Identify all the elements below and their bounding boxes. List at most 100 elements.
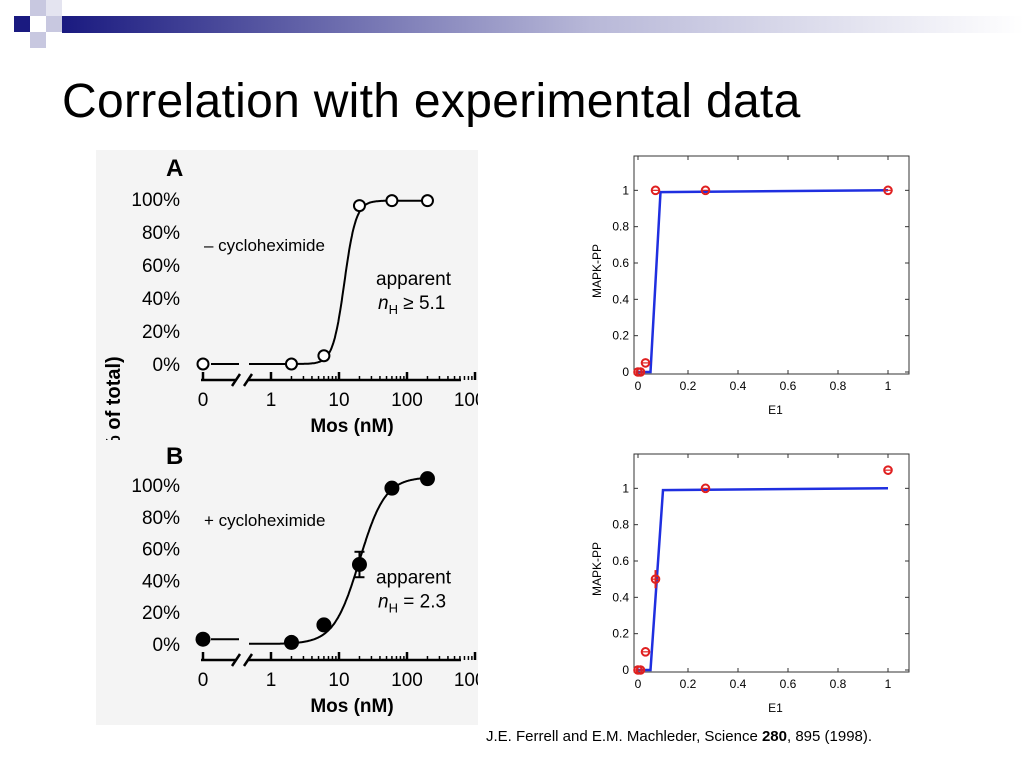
y-tick-label: 1	[622, 183, 629, 197]
data-point	[700, 483, 711, 494]
plot-frame	[633, 453, 910, 673]
hill-relation: ≥ 5.1	[398, 293, 445, 314]
x-tick-label: 100	[391, 670, 423, 691]
y-tick-label: 0.2	[612, 329, 629, 343]
panel-b-chart: B 0% 20% 40% 60% 80% 100% 0 1 10 100 1000 Mos (nM) + …	[96, 440, 478, 725]
y-tick-label: 40%	[142, 289, 180, 310]
y-tick-label: 80%	[142, 223, 180, 244]
y-tick-label: 0	[622, 365, 629, 379]
y-axis-label: MAPK-PP	[590, 542, 604, 596]
panel-a-chart: A MAPK-P (% of total) 0% 20% 40% 60% 80% 100% 0 1…	[96, 150, 478, 440]
data-point	[650, 574, 661, 584]
x-tick-label: 1	[885, 677, 892, 691]
x-axis-label: Mos (nM)	[310, 696, 393, 717]
y-axis-label: MAPK-PP	[590, 244, 604, 298]
x-tick-label: 0	[198, 670, 209, 691]
x-tick-label: 0.2	[680, 677, 697, 691]
x-tick-label: 1000	[454, 670, 478, 691]
x-tick-label: 0.6	[780, 379, 797, 393]
x-tick-label: 10	[328, 390, 349, 411]
x-tick-label: 0	[198, 390, 209, 411]
y-tick-label: 0.4	[612, 292, 629, 306]
y-tick-label: 1	[622, 481, 629, 495]
simulation-plot-top: 0 0.2 0.4 0.6 0.8 1 0 0.2 0.4 0.6 0.8 1 E1 MAPK-PP	[590, 155, 910, 417]
hill-subscript: H	[389, 601, 398, 616]
citation: J.E. Ferrell and E.M. Machleder, Science…	[486, 728, 872, 745]
y-tick-label: 0%	[153, 355, 181, 376]
data-point	[316, 617, 332, 633]
x-tick-label: 10	[328, 670, 349, 691]
decor-square	[30, 0, 46, 16]
fit-curve	[249, 199, 428, 365]
y-tick-label: 80%	[142, 508, 180, 529]
data-point	[284, 357, 298, 371]
data-point	[883, 465, 893, 475]
x-tick-label: 1	[885, 379, 892, 393]
citation-pages: , 895 (1998).	[786, 728, 873, 745]
y-tick-label: 0	[622, 663, 629, 677]
x-tick-label: 0.8	[830, 379, 847, 393]
x-axis-label: E1	[768, 403, 783, 417]
x-tick-label: 0	[635, 379, 642, 393]
data-point	[650, 185, 661, 196]
x-axis	[201, 372, 477, 387]
y-tick-label: 0.8	[612, 220, 629, 234]
apparent-label: apparent	[376, 568, 452, 589]
data-point	[352, 199, 366, 213]
apparent-label: apparent	[376, 269, 452, 290]
x-tick-label: 0.4	[730, 379, 747, 393]
data-point	[420, 194, 434, 208]
x-tick-label: 1	[266, 670, 277, 691]
data-point	[196, 357, 210, 371]
condition-annotation: + cycloheximide	[204, 511, 325, 530]
data-point	[317, 349, 331, 363]
y-tick-label: 100%	[131, 476, 180, 497]
y-tick-label: 0.6	[612, 256, 629, 270]
x-tick-label: 0.6	[780, 677, 797, 691]
x-tick-label: 100	[391, 390, 423, 411]
axis-break-mark	[230, 373, 242, 387]
x-tick-label: 0.2	[680, 379, 697, 393]
data-point	[195, 631, 211, 647]
hill-relation: = 2.3	[398, 592, 446, 613]
data-point	[384, 480, 400, 496]
x-tick-label: 0	[635, 677, 642, 691]
axis-break-mark	[242, 373, 254, 387]
x-axis	[201, 652, 477, 667]
x-axis-label: Mos (nM)	[310, 416, 393, 437]
decor-square	[46, 0, 62, 16]
hill-symbol: n	[378, 293, 389, 314]
y-tick-label: 100%	[131, 190, 180, 211]
y-axis-label: MAPK-P (% of total)	[103, 356, 125, 440]
fit-curve	[249, 476, 428, 645]
x-tick-label: 0.4	[730, 677, 747, 691]
y-tick-label: 60%	[142, 540, 180, 561]
data-point	[700, 185, 711, 196]
y-tick-label: 20%	[142, 322, 180, 343]
hill-subscript: H	[389, 302, 398, 317]
y-tick-label: 20%	[142, 603, 180, 624]
x-tick-label: 1000	[454, 390, 478, 411]
axis-break-mark	[230, 653, 242, 667]
plot-frame	[633, 155, 910, 375]
y-tick-label: 0.8	[612, 518, 629, 532]
x-tick-label: 0.8	[830, 677, 847, 691]
data-point	[283, 634, 299, 650]
y-tick-label: 0%	[153, 635, 181, 656]
decor-square	[14, 16, 30, 32]
x-axis-label: E1	[768, 701, 783, 715]
data-point	[635, 665, 646, 675]
citation-volume: 280	[761, 728, 787, 745]
hill-coefficient: nH = 2.3	[378, 592, 446, 616]
decor-band	[62, 16, 1024, 33]
hill-symbol: n	[378, 592, 389, 613]
decor-square	[46, 16, 62, 32]
panel-background	[96, 440, 478, 725]
citation-authors: J.E. Ferrell and E.M. Machleder, Science	[486, 728, 762, 745]
y-tick-label: 0.6	[612, 554, 629, 568]
data-point	[385, 194, 399, 208]
y-tick-label: 0.4	[612, 590, 629, 604]
data-point	[640, 647, 651, 657]
panel-label: B	[166, 443, 183, 470]
data-point	[635, 367, 646, 377]
